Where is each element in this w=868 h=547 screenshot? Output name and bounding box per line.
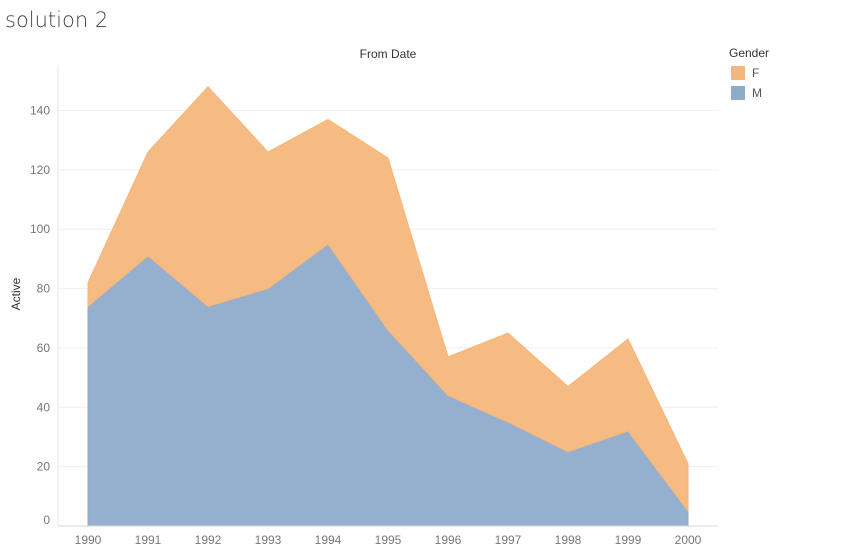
- area-series-layer[interactable]: [85, 84, 691, 527]
- legend-item-m[interactable]: M: [729, 83, 769, 103]
- x-tick-label: 1991: [135, 533, 162, 547]
- x-tick-label: 1995: [375, 533, 402, 547]
- data-point-f-1999[interactable]: [625, 336, 631, 342]
- y-tick-label: 20: [37, 460, 51, 474]
- y-tick-label: 40: [37, 400, 51, 414]
- area-series-f[interactable]: [87, 86, 689, 513]
- x-tick-label: 1993: [255, 533, 282, 547]
- x-tick-label: 1999: [615, 533, 642, 547]
- chart-title: From Date: [360, 47, 417, 61]
- data-point-f-1994[interactable]: [325, 116, 331, 122]
- legend-title: Gender: [729, 46, 770, 60]
- data-point-f-2000[interactable]: [685, 461, 691, 467]
- data-point-f-1991[interactable]: [145, 149, 151, 155]
- legend-swatch-m: [731, 86, 745, 100]
- x-tick-label: 1990: [75, 533, 102, 547]
- x-tick-label: 1997: [495, 533, 522, 547]
- data-point-f-1997[interactable]: [505, 330, 511, 336]
- legend-label-m: M: [752, 86, 762, 100]
- y-tick-label: 60: [37, 341, 51, 355]
- data-point-f-1993[interactable]: [265, 149, 271, 155]
- y-tick-label: 100: [30, 222, 50, 236]
- legend: Gender F M: [729, 46, 769, 103]
- x-tick-label: 1998: [555, 533, 582, 547]
- y-axis-label: Active: [9, 277, 23, 310]
- data-point-f-1990[interactable]: [85, 280, 91, 286]
- legend-swatch-f: [731, 66, 745, 80]
- data-point-f-1998[interactable]: [565, 384, 571, 390]
- x-tick-label: 1996: [435, 533, 462, 547]
- y-tick-label: 120: [30, 163, 50, 177]
- legend-label-f: F: [752, 66, 760, 80]
- data-point-f-1992[interactable]: [205, 84, 211, 90]
- data-point-f-1996[interactable]: [445, 354, 451, 360]
- x-tick-label: 1992: [195, 533, 222, 547]
- legend-item-f[interactable]: F: [729, 63, 769, 83]
- y-tick-label: 140: [30, 104, 50, 118]
- x-tick-label: 2000: [675, 533, 702, 547]
- axes: 0 20 40 60 80 100 120 140 1990 1991 1992 1993 1994 19…: [30, 66, 718, 547]
- x-tick-label: 1994: [315, 533, 342, 547]
- y-tick-label: 0: [43, 513, 50, 527]
- page-title: solution 2: [5, 8, 109, 32]
- y-tick-label: 80: [37, 282, 51, 296]
- data-point-f-1995[interactable]: [385, 155, 391, 161]
